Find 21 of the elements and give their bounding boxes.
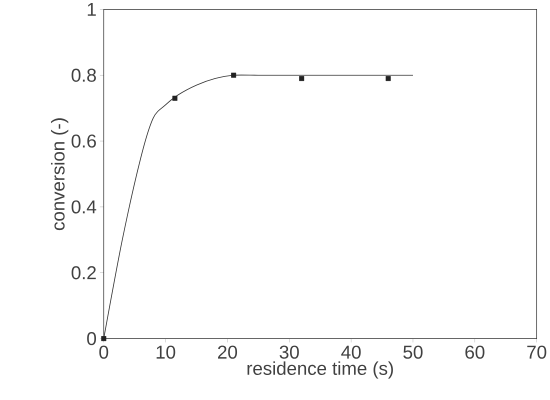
y-tick-label: 1 bbox=[88, 2, 96, 16]
y-axis-title: conversion (-) bbox=[50, 118, 68, 230]
y-tick-label: 0.6 bbox=[72, 134, 96, 148]
x-tick-label: 40 bbox=[341, 346, 361, 359]
point bbox=[299, 76, 304, 81]
point bbox=[386, 76, 391, 81]
y-tick-label: 0.2 bbox=[72, 266, 96, 280]
point bbox=[172, 96, 178, 101]
x-tick-label: 70 bbox=[527, 346, 546, 359]
y-tick-label: 0 bbox=[87, 332, 96, 346]
x-axis-title: residence time (s) bbox=[248, 361, 393, 379]
x-tick-label: 60 bbox=[465, 346, 484, 359]
point bbox=[101, 336, 106, 342]
y-tick-label: 0.8 bbox=[72, 68, 96, 82]
x-tick-label: 20 bbox=[218, 346, 238, 359]
x-tick-label: 10 bbox=[156, 346, 176, 359]
x-tick-label: 0 bbox=[99, 346, 108, 359]
point bbox=[231, 72, 236, 78]
x-tick-label: 50 bbox=[403, 346, 423, 359]
y-tick-label: 0.4 bbox=[72, 200, 96, 214]
x-tick-label: 30 bbox=[280, 346, 299, 359]
